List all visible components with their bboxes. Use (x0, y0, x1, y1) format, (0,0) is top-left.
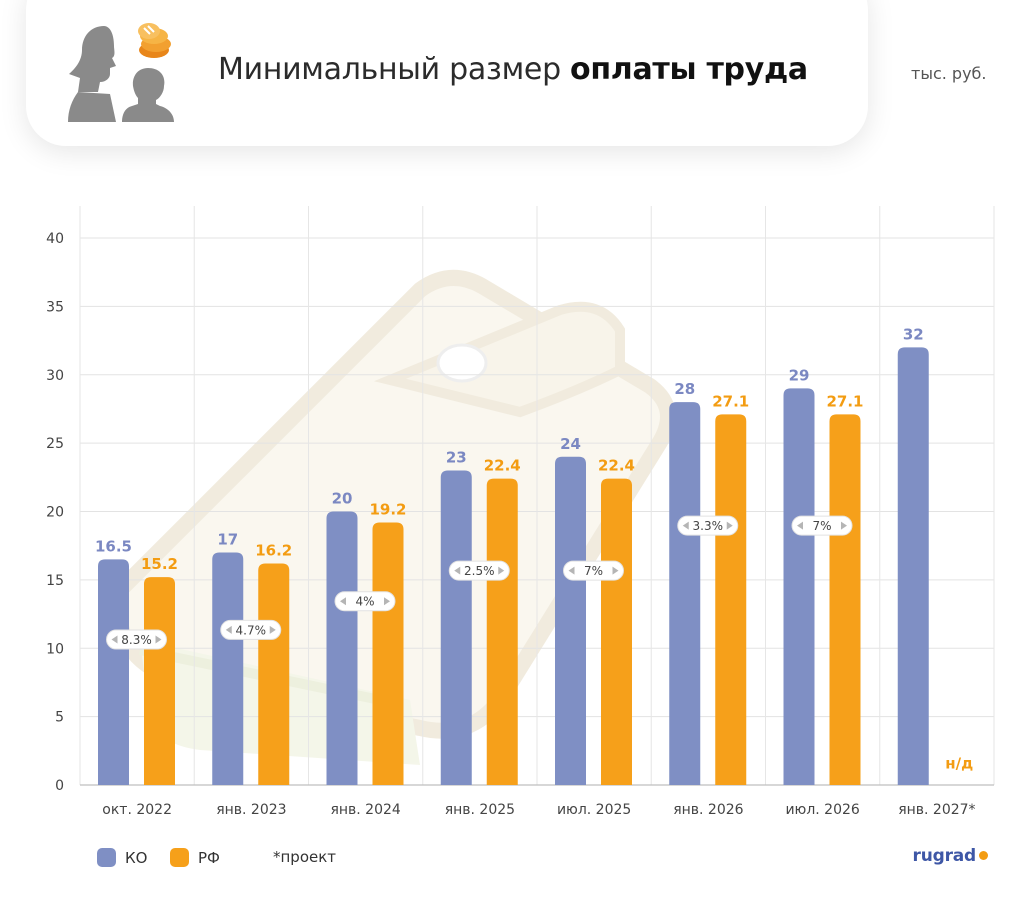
bar-ko (669, 402, 701, 785)
brand-dot-icon (979, 851, 988, 860)
bars: 16.5 15.2 8.3% 17 16.2 4.7% 20 19.2 4% 23 22.4 2.5%… (95, 325, 973, 785)
data-label-rf: 27.1 (826, 392, 863, 410)
diff-pill (791, 515, 853, 536)
y-tick-label: 0 (55, 778, 64, 794)
y-tick-label: 25 (46, 436, 64, 452)
chart-title: Минимальный размер оплаты труда (218, 52, 808, 87)
data-label-rf: 16.2 (255, 541, 292, 559)
arrow-right-icon (841, 521, 847, 530)
arrow-left-icon (340, 597, 346, 606)
data-label-ko: 16.5 (95, 537, 132, 555)
legend-ko-swatch (97, 848, 116, 867)
data-label-rf: 19.2 (369, 500, 406, 518)
x-tick-label: янв. 2025 (445, 802, 515, 818)
bar-ko (212, 552, 244, 785)
arrow-left-icon (225, 625, 232, 634)
bar-ko (897, 347, 929, 785)
arrow-left-icon (111, 635, 118, 644)
data-label-rf: 27.1 (712, 392, 749, 410)
diff-pill (677, 515, 739, 536)
legend-ko: КО (97, 848, 147, 867)
y-tick-label: 5 (55, 710, 64, 726)
data-label-rf: 22.4 (598, 457, 635, 475)
x-tick-label: янв. 2024 (330, 802, 400, 818)
bar-rf (601, 478, 632, 785)
x-tick-label: июл. 2025 (557, 802, 631, 818)
arrow-left-icon (797, 521, 803, 530)
bar-rf (372, 522, 404, 785)
y-tick-label: 40 (46, 231, 64, 247)
diff-label: 4.7% (236, 623, 267, 637)
data-label-ko: 32 (903, 325, 924, 343)
data-label-ko: 23 (446, 448, 467, 466)
x-tick-label: июл. 2026 (785, 802, 859, 818)
data-label-ko: 24 (560, 435, 581, 453)
bar-rf (144, 577, 175, 785)
arrow-right-icon (612, 566, 619, 575)
diff-label: 8.3% (121, 633, 152, 647)
data-label-ko: 29 (789, 366, 810, 384)
bar-chart: 0 5 10 15 20 25 30 35 40 16.5 15.2 8.3% 17 16.2 4.7% 2… (46, 206, 995, 818)
bar-rf (829, 414, 861, 785)
data-label-rf: 22.4 (484, 457, 521, 475)
x-tick-label: янв. 2023 (216, 802, 286, 818)
units-label: тыс. руб. (911, 64, 987, 83)
diff-pill (563, 560, 624, 581)
arrow-right-icon (155, 635, 162, 644)
legend-rf: РФ (170, 848, 220, 867)
data-label-ko: 28 (674, 380, 695, 398)
y-tick-label: 15 (46, 573, 64, 589)
arrow-left-icon (454, 566, 461, 575)
diff-label: 4% (355, 595, 374, 609)
bar-rf (715, 414, 747, 785)
diff-pill (106, 629, 167, 650)
data-label-rf: 15.2 (141, 555, 178, 573)
data-label-ko: 17 (217, 531, 238, 549)
bar-rf (258, 563, 290, 785)
diff-label: 7% (812, 519, 831, 533)
x-tick-label: янв. 2026 (673, 802, 743, 818)
diff-label: 2.5% (464, 564, 495, 578)
diff-pill (334, 591, 396, 612)
arrow-left-icon (682, 521, 689, 530)
arrow-right-icon (498, 566, 505, 575)
bar-ko (326, 511, 358, 785)
diff-label: 7% (584, 564, 603, 578)
x-axis: окт. 2022 янв. 2023 янв. 2024 янв. 2025 июл.… (102, 802, 975, 818)
bar-rf (486, 478, 518, 785)
diff-pill (448, 560, 510, 581)
diff-label: 3.3% (693, 519, 724, 533)
legend-rf-swatch (170, 848, 189, 867)
data-label-ko: 20 (332, 490, 353, 508)
bar-ko (555, 456, 586, 785)
arrow-right-icon (269, 625, 276, 634)
bar-ko (98, 559, 129, 785)
na-label: н/д (945, 755, 973, 773)
y-tick-label: 35 (46, 299, 64, 315)
arrow-right-icon (726, 521, 733, 530)
footnote: *проект (273, 848, 337, 866)
brand-logo: rugrad (913, 846, 988, 866)
x-tick-label: окт. 2022 (102, 802, 172, 818)
people-coins-icon (68, 23, 174, 122)
bar-ko (440, 470, 472, 785)
diff-pill (220, 619, 282, 640)
arrow-right-icon (384, 597, 390, 606)
bar-ko (783, 388, 815, 785)
arrow-left-icon (568, 566, 575, 575)
y-tick-label: 30 (46, 368, 64, 384)
y-tick-label: 10 (46, 641, 64, 657)
x-tick-label: янв. 2027* (898, 802, 975, 818)
y-axis: 0 5 10 15 20 25 30 35 40 (46, 231, 64, 794)
y-tick-label: 20 (46, 505, 64, 521)
